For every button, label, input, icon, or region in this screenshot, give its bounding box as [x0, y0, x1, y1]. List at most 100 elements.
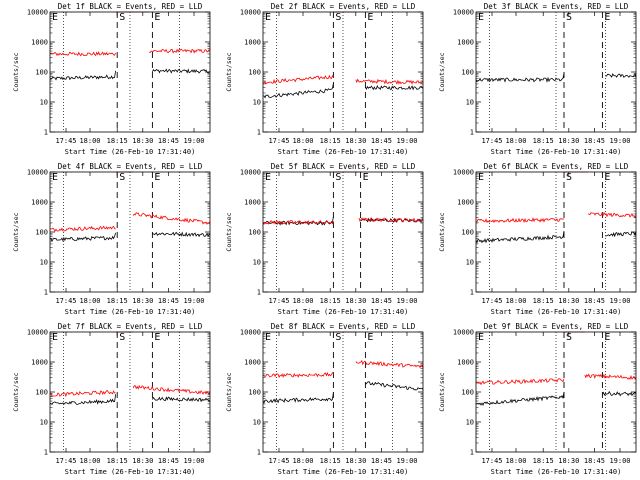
- plot-frame: [262, 331, 424, 453]
- y-tick-label: 100: [248, 389, 261, 397]
- y-tick-label: 1000: [31, 39, 48, 47]
- x-tick-label: 19:00: [183, 297, 204, 305]
- y-axis-label: Counts/sec: [12, 52, 20, 91]
- y-tick-label: 1: [257, 449, 261, 457]
- panel-det-6f: Det 6f BLACK = Events, RED = LLD Counts/s…: [438, 162, 637, 316]
- x-tick-label: 19:00: [183, 457, 204, 465]
- y-tick-label: 1: [257, 289, 261, 297]
- y-tick-label: 1: [257, 129, 261, 137]
- x-tick-label: 18:00: [505, 137, 526, 145]
- x-tick-label: 18:00: [505, 457, 526, 465]
- panel-det-2f: Det 2f BLACK = Events, RED = LLD Counts/s…: [225, 2, 424, 156]
- panel-det-5f: Det 5f BLACK = Events, RED = LLD Counts/s…: [225, 162, 424, 316]
- y-tick-label: 10: [466, 419, 474, 427]
- interval-marker-label: E: [154, 172, 160, 183]
- series-events-line: [475, 390, 637, 407]
- panel-title: Det 4f BLACK = Events, RED = LLD: [58, 162, 203, 171]
- y-tick-label: 1: [470, 449, 474, 457]
- x-tick-label: 18:30: [132, 137, 153, 145]
- series-events-line: [49, 231, 211, 243]
- y-tick-label: 10000: [240, 169, 261, 177]
- panel-det-9f: Det 9f BLACK = Events, RED = LLD Counts/s…: [438, 322, 637, 476]
- interval-marker-label: S: [566, 172, 572, 183]
- x-tick-label: 17:45: [55, 297, 76, 305]
- x-tick-label: 18:30: [132, 457, 153, 465]
- x-tick-label: 18:30: [558, 457, 579, 465]
- plot-frame: [49, 171, 211, 293]
- x-tick-label: 19:00: [609, 297, 630, 305]
- plot-frame: [475, 11, 637, 133]
- x-tick-label: 18:15: [107, 457, 128, 465]
- x-tick-label: 18:30: [345, 457, 366, 465]
- plot-frame: [262, 11, 424, 133]
- series-lld-line: [50, 171, 211, 233]
- y-tick-label: 10000: [240, 329, 261, 337]
- x-tick-label: 19:00: [396, 137, 417, 145]
- y-axis-label: Counts/sec: [225, 212, 233, 251]
- y-tick-label: 1: [470, 129, 474, 137]
- x-axis-label: Start Time (26-Feb-10 17:31:40): [278, 308, 409, 316]
- interval-marker-label: E: [52, 12, 58, 23]
- y-tick-label: 100: [35, 229, 48, 237]
- y-tick-label: 100: [35, 389, 48, 397]
- x-tick-label: 17:45: [55, 457, 76, 465]
- y-tick-label: 10000: [453, 329, 474, 337]
- interval-marker-label: E: [604, 332, 610, 343]
- interval-marker-label: S: [566, 12, 572, 23]
- panel-title: Det 8f BLACK = Events, RED = LLD: [271, 322, 416, 331]
- interval-marker-label: S: [119, 332, 125, 343]
- interval-marker-label: E: [478, 172, 484, 183]
- y-tick-label: 10000: [27, 9, 48, 17]
- x-tick-label: 18:15: [107, 137, 128, 145]
- panel-det-3f: Det 3f BLACK = Events, RED = LLD Counts/s…: [438, 2, 637, 156]
- interval-marker-label: E: [265, 332, 271, 343]
- y-tick-label: 100: [461, 229, 474, 237]
- x-tick-label: 19:00: [609, 137, 630, 145]
- x-tick-label: 18:00: [79, 457, 100, 465]
- x-tick-label: 18:45: [158, 297, 179, 305]
- y-tick-label: 10000: [453, 169, 474, 177]
- y-tick-label: 10000: [27, 329, 48, 337]
- y-tick-label: 10: [466, 259, 474, 267]
- x-tick-label: 18:45: [371, 297, 392, 305]
- y-axis-label: Counts/sec: [12, 212, 20, 251]
- x-tick-label: 18:30: [558, 137, 579, 145]
- x-tick-label: 19:00: [609, 457, 630, 465]
- x-tick-label: 18:45: [584, 137, 605, 145]
- x-tick-label: 18:00: [292, 457, 313, 465]
- interval-marker-label: S: [335, 332, 341, 343]
- x-tick-label: 18:15: [320, 297, 341, 305]
- y-tick-label: 1000: [244, 39, 261, 47]
- y-tick-label: 1000: [244, 359, 261, 367]
- x-axis-label: Start Time (26-Feb-10 17:31:40): [491, 468, 622, 476]
- interval-marker-label: S: [119, 12, 125, 23]
- y-tick-label: 10: [253, 259, 261, 267]
- panel-title: Det 3f BLACK = Events, RED = LLD: [484, 2, 629, 11]
- y-axis-label: Counts/sec: [438, 372, 446, 411]
- x-axis-label: Start Time (26-Feb-10 17:31:40): [65, 468, 196, 476]
- y-axis-label: Counts/sec: [12, 372, 20, 411]
- panel-title: Det 1f BLACK = Events, RED = LLD: [58, 2, 203, 11]
- x-tick-label: 18:45: [584, 457, 605, 465]
- x-tick-label: 18:15: [320, 137, 341, 145]
- x-tick-label: 18:00: [79, 137, 100, 145]
- x-tick-label: 17:45: [55, 137, 76, 145]
- x-tick-label: 17:45: [481, 137, 502, 145]
- y-tick-label: 1000: [457, 39, 474, 47]
- x-tick-label: 18:15: [320, 457, 341, 465]
- interval-marker-label: E: [367, 332, 373, 343]
- series-lld-line: [262, 11, 424, 85]
- panel-det-4f: Det 4f BLACK = Events, RED = LLD Counts/s…: [12, 162, 211, 316]
- y-tick-label: 10000: [27, 169, 48, 177]
- y-tick-label: 1: [44, 449, 48, 457]
- x-tick-label: 19:00: [183, 137, 204, 145]
- x-tick-label: 18:45: [584, 297, 605, 305]
- x-axis-label: Start Time (26-Feb-10 17:31:40): [65, 148, 196, 156]
- x-tick-label: 18:00: [292, 137, 313, 145]
- panel-title: Det 7f BLACK = Events, RED = LLD: [58, 322, 203, 331]
- interval-marker-label: E: [265, 172, 271, 183]
- y-tick-label: 10: [40, 419, 48, 427]
- y-tick-label: 1: [470, 289, 474, 297]
- series-events-line: [262, 83, 424, 99]
